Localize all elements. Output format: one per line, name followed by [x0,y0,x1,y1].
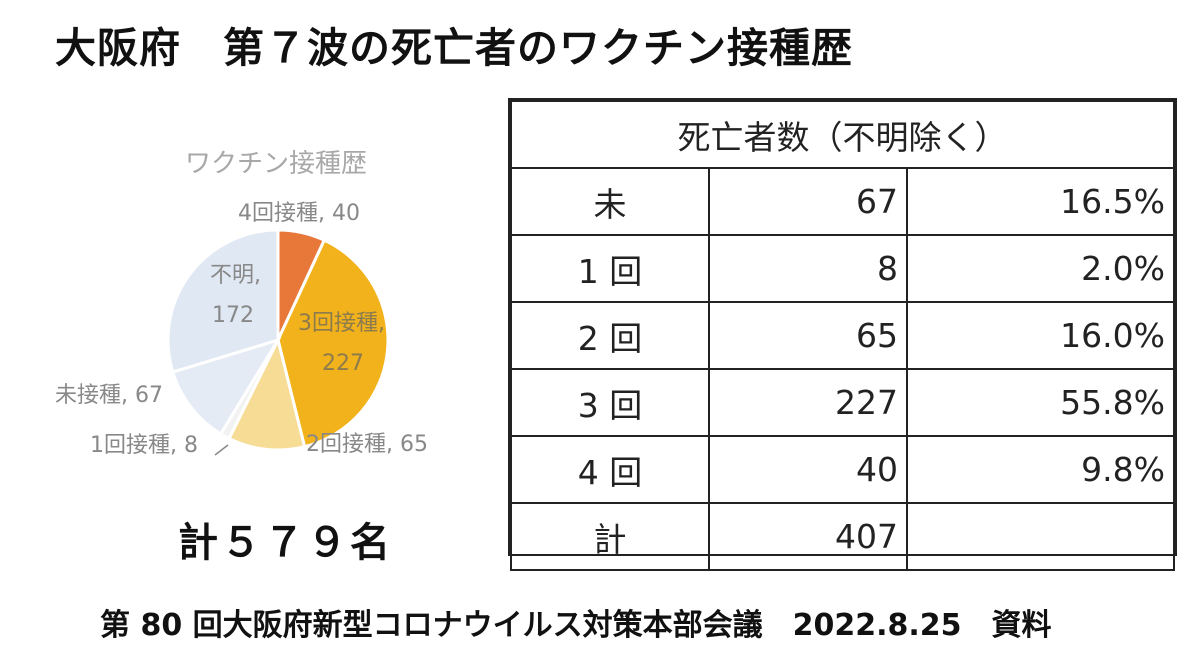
leader-line-1kai [214,444,229,456]
pie-slice-1 [276,238,390,449]
label-2kai: 2回接種, 65 [306,432,428,457]
table-header-row: 死亡者数（不明除く） [510,100,1175,169]
label-3kai-line1: 3回接種, [298,311,385,336]
row-count: 40 [708,435,908,504]
pie-slice-5 [166,228,280,374]
row-percent: 55.8% [906,368,1175,437]
pie-slice-4 [170,337,282,436]
row-count: 65 [708,301,908,370]
page-title: 大阪府 第７波の死亡者のワクチン接種歴 [55,24,853,72]
table-row: 未 67 16.5% [510,167,1175,236]
table-header: 死亡者数（不明除く） [510,100,1175,169]
row-count: 407 [708,502,908,571]
table-row: 3 回 227 55.8% [510,368,1175,437]
row-percent: 9.8% [906,435,1175,504]
table-row: 2 回 65 16.0% [510,301,1175,370]
row-percent: 16.5% [906,167,1175,236]
pie-chart: ワクチン接種歴 4回接種, 40 3回接種, 227 2回接種, 65 1回接種… [55,149,428,458]
row-percent: 2.0% [906,234,1175,303]
label-fumei-line2: 172 [212,303,254,328]
label-misesshu: 未接種, 67 [55,383,163,408]
row-percent [906,502,1175,571]
table-row-total: 計 407 [510,502,1175,571]
pie-chart-title: ワクチン接種歴 [185,149,367,179]
label-4kai: 4回接種, 40 [238,201,360,226]
death-table: 死亡者数（不明除く） 未 67 16.5% 1 回 8 2.0% 2 回 65 … [508,98,1177,571]
row-category: 未 [510,167,710,236]
row-category: 4 回 [510,435,710,504]
row-category: 1 回 [510,234,710,303]
row-count: 67 [708,167,908,236]
row-category: 2 回 [510,301,710,370]
table-row: 1 回 8 2.0% [510,234,1175,303]
row-count: 227 [708,368,908,437]
total-count: 計５７９名 [178,520,393,566]
label-fumei-line1: 不明, [210,263,261,288]
label-3kai-line2: 227 [322,351,364,376]
table-row: 4 回 40 9.8% [510,435,1175,504]
row-category: 3 回 [510,368,710,437]
label-1kai: 1回接種, 8 [90,433,198,458]
row-percent: 16.0% [906,301,1175,370]
row-count: 8 [708,234,908,303]
row-category: 計 [510,502,710,571]
footer-source: 第 80 回大阪府新型コロナウイルス対策本部会議 2022.8.25 資料 [100,608,1052,643]
